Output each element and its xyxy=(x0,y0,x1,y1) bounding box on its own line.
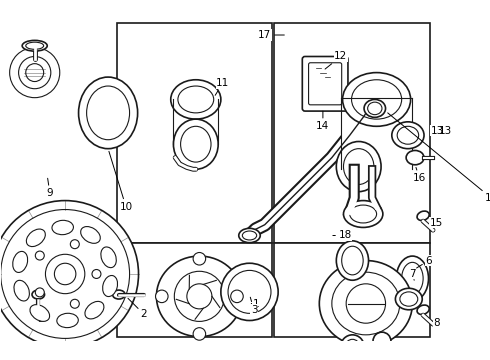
Circle shape xyxy=(155,290,168,303)
Ellipse shape xyxy=(113,290,125,299)
Ellipse shape xyxy=(87,86,129,140)
Ellipse shape xyxy=(395,288,422,310)
Circle shape xyxy=(92,270,101,278)
Ellipse shape xyxy=(351,80,402,119)
Bar xyxy=(274,23,430,243)
Circle shape xyxy=(19,57,51,89)
Ellipse shape xyxy=(57,313,78,328)
Text: 4: 4 xyxy=(0,359,1,360)
Ellipse shape xyxy=(243,231,257,240)
Ellipse shape xyxy=(343,73,411,126)
Ellipse shape xyxy=(14,280,29,301)
Bar xyxy=(274,243,430,337)
Circle shape xyxy=(71,299,79,308)
Ellipse shape xyxy=(396,256,429,301)
Ellipse shape xyxy=(392,122,424,149)
Circle shape xyxy=(0,210,129,338)
Text: 7: 7 xyxy=(409,269,416,280)
Circle shape xyxy=(345,339,360,354)
Ellipse shape xyxy=(342,246,363,275)
Ellipse shape xyxy=(13,251,27,273)
Ellipse shape xyxy=(343,149,374,184)
Circle shape xyxy=(10,48,60,98)
Text: 5: 5 xyxy=(37,306,44,324)
Circle shape xyxy=(231,290,243,303)
Bar xyxy=(341,98,413,169)
Ellipse shape xyxy=(181,126,211,162)
Circle shape xyxy=(35,288,44,297)
Ellipse shape xyxy=(319,261,413,346)
Ellipse shape xyxy=(406,150,424,165)
Circle shape xyxy=(71,240,79,249)
Text: 16: 16 xyxy=(413,167,426,183)
Text: 13: 13 xyxy=(431,126,444,136)
Text: 1: 1 xyxy=(251,298,259,309)
Ellipse shape xyxy=(332,272,400,335)
Text: 13: 13 xyxy=(439,126,452,136)
Circle shape xyxy=(341,335,364,358)
Text: 18: 18 xyxy=(333,230,352,240)
FancyBboxPatch shape xyxy=(309,63,342,105)
Text: 8: 8 xyxy=(430,318,440,328)
Ellipse shape xyxy=(178,86,214,113)
Ellipse shape xyxy=(26,42,44,49)
Ellipse shape xyxy=(156,256,243,337)
Ellipse shape xyxy=(78,77,138,149)
Text: 14: 14 xyxy=(316,111,329,131)
Text: 10: 10 xyxy=(109,151,133,212)
FancyBboxPatch shape xyxy=(302,57,348,111)
Ellipse shape xyxy=(336,241,368,280)
Ellipse shape xyxy=(85,301,104,319)
Bar xyxy=(117,243,272,337)
Circle shape xyxy=(221,263,278,320)
Circle shape xyxy=(228,270,271,313)
Ellipse shape xyxy=(102,275,118,297)
Circle shape xyxy=(187,284,212,309)
Text: 3: 3 xyxy=(250,297,257,315)
Text: 11: 11 xyxy=(215,78,229,95)
Text: 15: 15 xyxy=(430,218,443,228)
Ellipse shape xyxy=(312,58,325,69)
Circle shape xyxy=(26,64,44,82)
Text: 17: 17 xyxy=(258,30,284,40)
Ellipse shape xyxy=(368,102,382,115)
Ellipse shape xyxy=(32,290,45,299)
Ellipse shape xyxy=(417,211,429,221)
Circle shape xyxy=(346,284,386,323)
Circle shape xyxy=(174,271,224,321)
Ellipse shape xyxy=(173,119,218,169)
Circle shape xyxy=(46,254,85,294)
Text: 12: 12 xyxy=(325,51,347,69)
Circle shape xyxy=(193,252,206,265)
Bar xyxy=(117,23,272,243)
Circle shape xyxy=(193,328,206,340)
Ellipse shape xyxy=(81,226,100,243)
Text: 18: 18 xyxy=(388,113,490,203)
Ellipse shape xyxy=(52,220,74,235)
Ellipse shape xyxy=(26,229,46,247)
Ellipse shape xyxy=(343,201,383,228)
Ellipse shape xyxy=(350,205,377,223)
Ellipse shape xyxy=(336,141,381,192)
Circle shape xyxy=(35,251,44,260)
Ellipse shape xyxy=(22,40,47,51)
Circle shape xyxy=(373,332,391,350)
Ellipse shape xyxy=(171,80,221,119)
Circle shape xyxy=(54,263,76,285)
Ellipse shape xyxy=(101,247,116,267)
Ellipse shape xyxy=(30,305,49,321)
Circle shape xyxy=(0,201,139,347)
Bar xyxy=(173,99,218,144)
Ellipse shape xyxy=(397,126,418,144)
Ellipse shape xyxy=(239,228,260,243)
Ellipse shape xyxy=(400,292,418,306)
Text: 2: 2 xyxy=(128,298,147,319)
Ellipse shape xyxy=(364,99,386,117)
Ellipse shape xyxy=(402,262,423,294)
Ellipse shape xyxy=(417,305,429,315)
Text: 9: 9 xyxy=(47,178,53,198)
Text: 6: 6 xyxy=(416,256,432,268)
